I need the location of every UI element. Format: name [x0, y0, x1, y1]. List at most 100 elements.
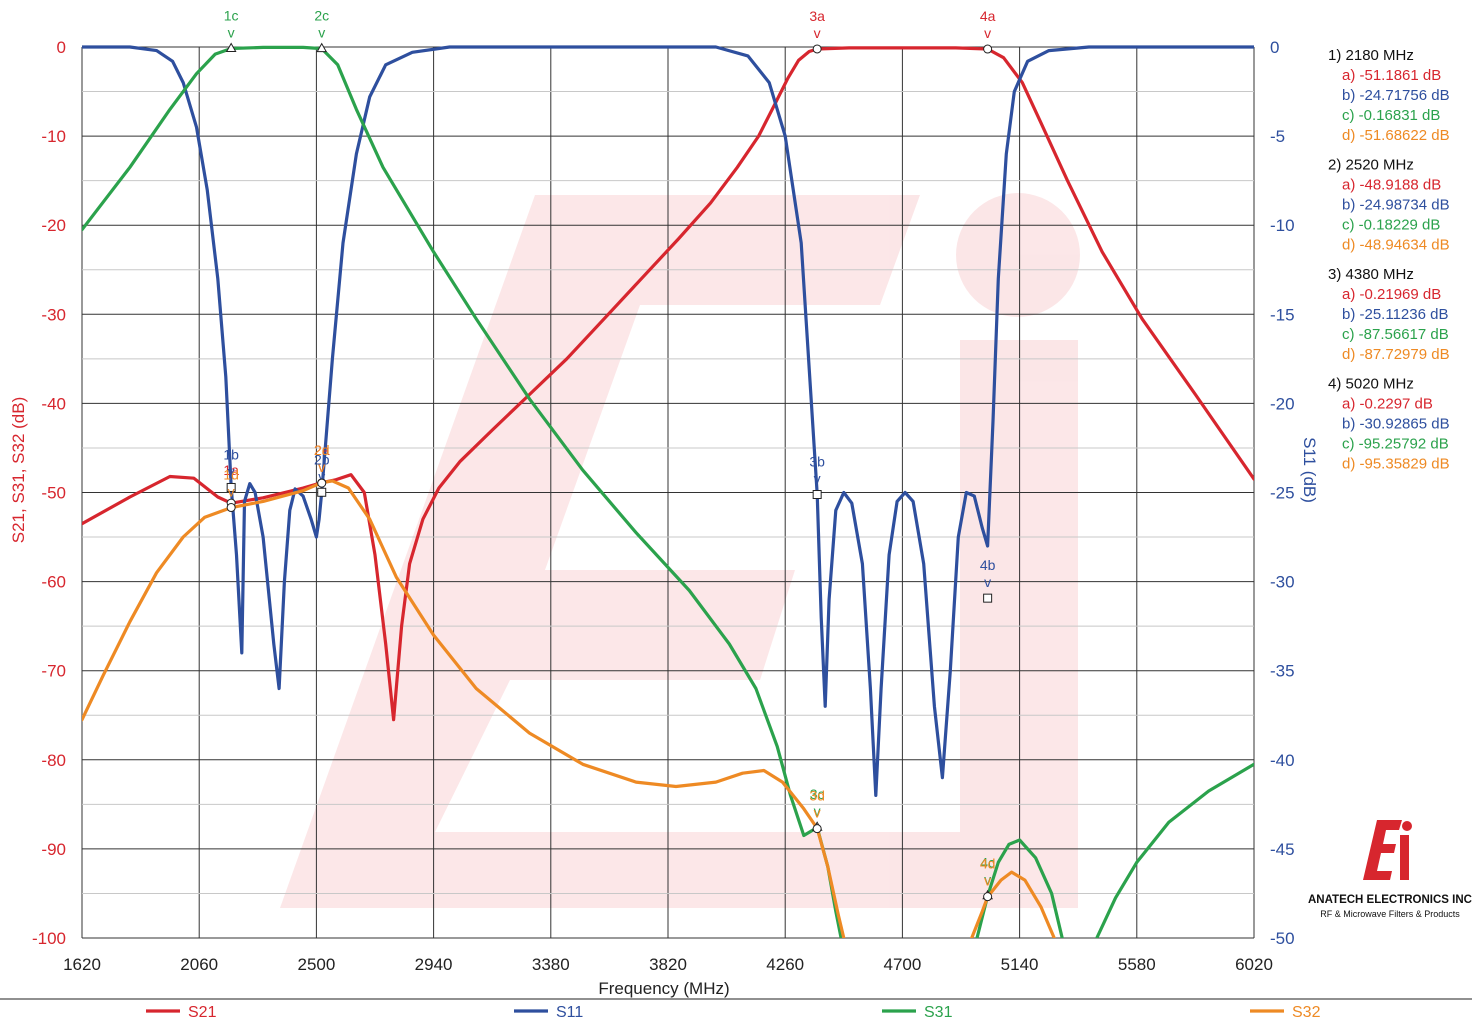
watermark-logo	[280, 193, 1080, 908]
marker-point	[812, 490, 822, 500]
x-tick-label: 2500	[297, 955, 335, 974]
x-tick-label: 3380	[532, 955, 570, 974]
readout-value: c) -0.18229 dB	[1342, 217, 1440, 234]
marker-label: 4c	[980, 855, 995, 871]
plot-grid	[81, 46, 1255, 939]
marker-caret: v	[814, 805, 821, 821]
y-axis-title-right: S11 (dB)	[1300, 437, 1319, 503]
legend: S21 S11 S31 S32	[146, 1004, 1321, 1021]
marker-label: 2d	[314, 442, 330, 458]
marker-caret: v	[318, 25, 325, 41]
marker-3b: 3bv	[809, 454, 825, 500]
readout-value: d) -51.68622 dB	[1342, 127, 1450, 144]
marker-label: 1a	[223, 462, 239, 478]
marker-2c: 2cv	[314, 8, 329, 53]
marker-point	[225, 42, 237, 52]
y-tick-label-right: -5	[1270, 127, 1285, 146]
logo-company-name: ANATECH ELECTRONICS INC	[1308, 894, 1472, 906]
marker-label: 1b	[223, 446, 239, 462]
marker-caret: v	[984, 872, 991, 888]
legend-label: S31	[924, 1004, 953, 1021]
marker-4b: 4bv	[980, 557, 996, 603]
readout-value: b) -25.11236 dB	[1342, 306, 1448, 323]
x-tick-label: 4260	[766, 955, 804, 974]
marker-caret: v	[228, 463, 235, 479]
legend-item-s32: S32	[1250, 1004, 1321, 1021]
readout-value: b) -30.92865 dB	[1342, 416, 1450, 433]
marker-1d: 1dv	[223, 467, 239, 513]
y-tick-label-left: -100	[32, 929, 66, 948]
marker-label: 3a	[809, 8, 825, 24]
marker-label: 4b	[980, 557, 996, 573]
marker-1c: 1cv	[224, 7, 239, 52]
readout-value: c) -95.25792 dB	[1342, 436, 1449, 453]
readout-title: 4) 5020 MHz	[1328, 376, 1414, 393]
marker-label: 2c	[314, 8, 329, 24]
readout-value: c) -87.56617 dB	[1342, 326, 1449, 343]
series-line-s11	[82, 45, 1254, 797]
marker-caret: v	[318, 468, 325, 484]
marker-point	[983, 44, 993, 54]
marker-point	[226, 503, 236, 513]
y-tick-label-left: -10	[41, 127, 66, 146]
marker-caret: v	[318, 459, 325, 475]
series-layer	[82, 45, 1254, 938]
x-tick-label: 6020	[1235, 955, 1273, 974]
marker-point	[812, 824, 822, 834]
readout-title: 1) 2180 MHz	[1328, 47, 1414, 64]
x-tick-label: 4700	[883, 955, 921, 974]
plot-axes: 1620 2060 2500 2940 3380 3820 4260 4700 5140 5580…	[32, 38, 1295, 974]
y-tick-label-left: -90	[41, 840, 66, 859]
readout-value: a) -48.9188 dB	[1342, 177, 1441, 194]
marker-label: 1c	[224, 7, 239, 23]
marker-layer: 1av1bv1cv1dv2av2bv2cv2dv3av3bv3cv3dv4av4…	[223, 7, 996, 902]
marker-point	[226, 482, 236, 492]
y-tick-label-right: -40	[1270, 751, 1295, 770]
marker-label: 4a	[980, 8, 996, 24]
y-tick-label-right: -20	[1270, 394, 1295, 413]
y-tick-label-left: -60	[41, 573, 66, 592]
readout-value: d) -87.72979 dB	[1342, 346, 1450, 363]
readout-value: a) -51.1861 dB	[1342, 67, 1441, 84]
y-tick-label-right: 0	[1270, 38, 1279, 57]
legend-label: S11	[556, 1004, 583, 1021]
marker-caret: v	[984, 574, 991, 590]
series-line-s32	[970, 870, 1056, 938]
x-tick-label: 3820	[649, 955, 687, 974]
series-line-s31	[975, 838, 1064, 938]
marker-label: 4d	[980, 856, 996, 872]
marker-caret: v	[984, 873, 991, 889]
marker-label: 1d	[223, 467, 239, 483]
legend-item-s21: S21	[146, 1004, 217, 1021]
marker-caret: v	[814, 803, 821, 819]
legend-label: S32	[1292, 1004, 1321, 1021]
logo-tagline: RF & Microwave Filters & Products	[1320, 909, 1460, 919]
y-tick-label-left: -70	[41, 662, 66, 681]
readout-value: d) -95.35829 dB	[1342, 456, 1450, 473]
marker-1b: 1bv	[223, 446, 239, 492]
x-tick-label: 2060	[180, 955, 218, 974]
marker-caret: v	[984, 25, 991, 41]
y-tick-label-left: -50	[41, 484, 66, 503]
logo-mark-icon	[1363, 820, 1412, 880]
readout-value: a) -0.2297 dB	[1342, 396, 1433, 413]
marker-caret: v	[318, 459, 325, 475]
y-tick-label-right: -35	[1270, 662, 1295, 681]
marker-point	[983, 892, 993, 902]
x-tick-label: 1620	[63, 955, 101, 974]
readout-title: 3) 4380 MHz	[1328, 266, 1414, 283]
marker-label: 3b	[809, 454, 825, 470]
x-tick-label: 5140	[1001, 955, 1039, 974]
legend-label: S21	[188, 1004, 217, 1021]
marker-3a: 3av	[809, 8, 825, 54]
marker-caret: v	[228, 24, 235, 40]
marker-label: 3c	[810, 786, 825, 802]
readout-value: b) -24.98734 dB	[1342, 197, 1450, 214]
y-tick-label-right: -50	[1270, 929, 1295, 948]
company-logo: ANATECH ELECTRONICS INC RF & Microwave F…	[1308, 820, 1472, 919]
readout-title: 2) 2520 MHz	[1328, 157, 1414, 174]
marker-label: 2a	[314, 442, 330, 458]
y-tick-label-left: -80	[41, 751, 66, 770]
marker-4d: 4dv	[980, 856, 996, 902]
